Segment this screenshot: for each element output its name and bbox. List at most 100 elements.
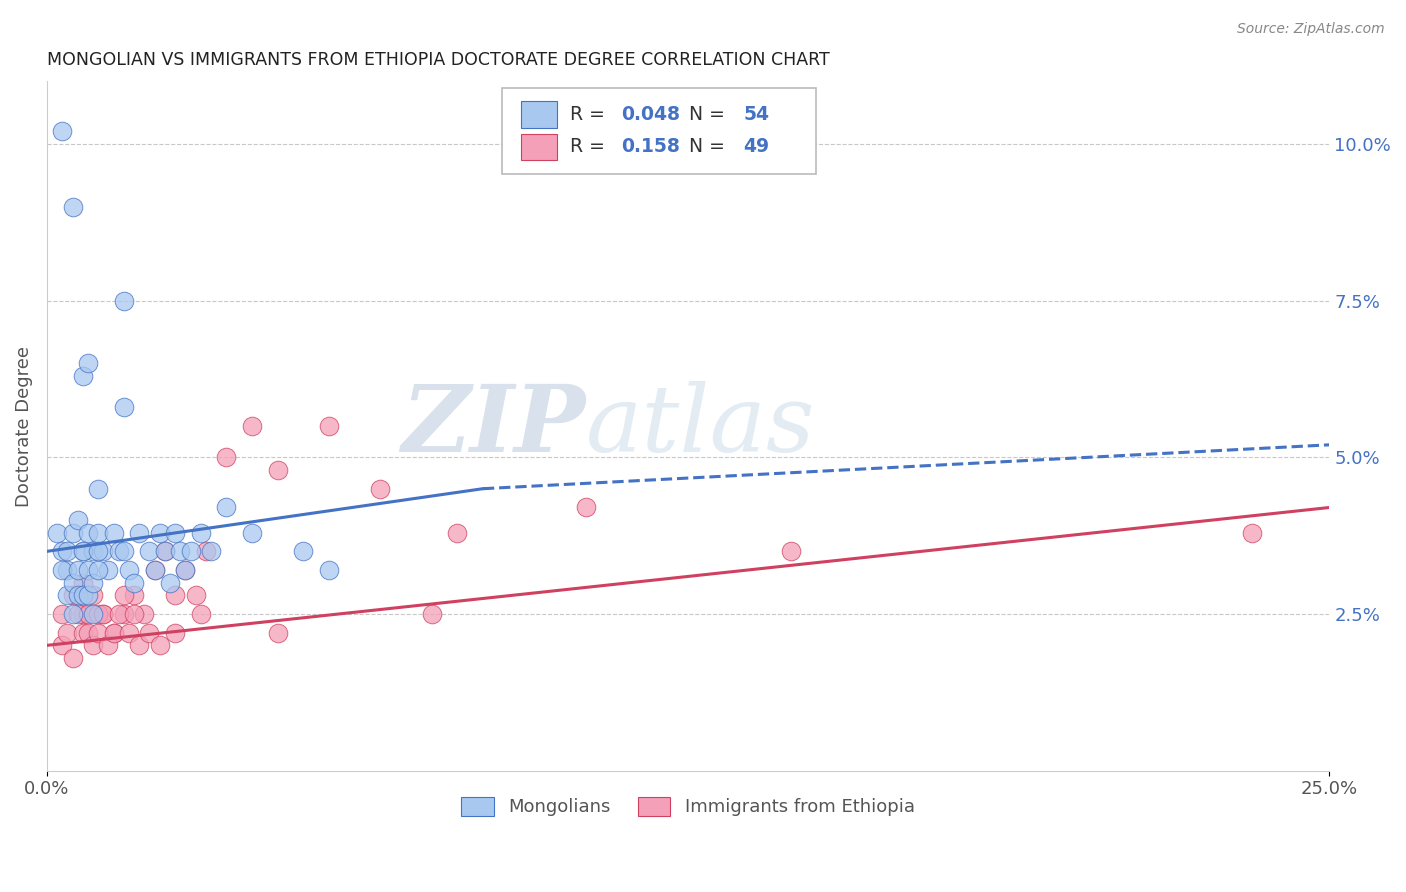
Point bbox=[118, 625, 141, 640]
Point bbox=[56, 544, 79, 558]
Point bbox=[174, 563, 197, 577]
Point bbox=[87, 607, 110, 621]
Point bbox=[370, 482, 392, 496]
Point bbox=[51, 607, 73, 621]
Point bbox=[77, 563, 100, 577]
Point bbox=[112, 401, 135, 415]
Point bbox=[56, 563, 79, 577]
Point bbox=[169, 544, 191, 558]
Point bbox=[77, 588, 100, 602]
Point bbox=[77, 607, 100, 621]
Point bbox=[292, 544, 315, 558]
Point bbox=[134, 607, 156, 621]
Point bbox=[72, 575, 94, 590]
Point bbox=[267, 463, 290, 477]
Point bbox=[215, 450, 238, 465]
Text: atlas: atlas bbox=[585, 381, 815, 471]
Text: 49: 49 bbox=[744, 137, 769, 156]
Point bbox=[77, 525, 100, 540]
Point bbox=[82, 588, 104, 602]
Point bbox=[56, 625, 79, 640]
Point bbox=[51, 563, 73, 577]
Point bbox=[97, 563, 120, 577]
Point bbox=[91, 607, 114, 621]
Point bbox=[180, 544, 202, 558]
Point bbox=[138, 544, 160, 558]
Point bbox=[62, 575, 84, 590]
Point bbox=[267, 625, 290, 640]
Point bbox=[574, 500, 596, 515]
Point bbox=[87, 544, 110, 558]
Point bbox=[112, 293, 135, 308]
Text: Source: ZipAtlas.com: Source: ZipAtlas.com bbox=[1237, 22, 1385, 37]
Point bbox=[318, 419, 340, 434]
Point bbox=[72, 588, 94, 602]
Text: R =: R = bbox=[571, 137, 617, 156]
Point bbox=[72, 544, 94, 558]
Point bbox=[143, 563, 166, 577]
Point bbox=[190, 607, 212, 621]
Point bbox=[165, 525, 187, 540]
Text: 0.158: 0.158 bbox=[621, 137, 681, 156]
Point bbox=[122, 575, 145, 590]
Point bbox=[149, 525, 172, 540]
Point bbox=[77, 625, 100, 640]
Point bbox=[128, 638, 150, 652]
Point bbox=[62, 200, 84, 214]
Point bbox=[112, 607, 135, 621]
Point bbox=[159, 575, 181, 590]
Point bbox=[153, 544, 176, 558]
Point bbox=[77, 356, 100, 370]
Y-axis label: Doctorate Degree: Doctorate Degree bbox=[15, 345, 32, 507]
Point bbox=[82, 544, 104, 558]
Point bbox=[82, 575, 104, 590]
Point bbox=[66, 588, 89, 602]
Point bbox=[51, 124, 73, 138]
Point bbox=[62, 607, 84, 621]
Point bbox=[46, 525, 69, 540]
Point bbox=[51, 544, 73, 558]
Point bbox=[62, 651, 84, 665]
Point bbox=[200, 544, 222, 558]
Point bbox=[103, 625, 125, 640]
Point bbox=[107, 544, 129, 558]
Point bbox=[103, 625, 125, 640]
Point bbox=[62, 588, 84, 602]
Point bbox=[118, 563, 141, 577]
Point bbox=[122, 607, 145, 621]
Point bbox=[66, 563, 89, 577]
Point bbox=[318, 563, 340, 577]
Text: N =: N = bbox=[676, 137, 731, 156]
Point bbox=[91, 544, 114, 558]
Point bbox=[62, 525, 84, 540]
Text: N =: N = bbox=[676, 105, 731, 124]
FancyBboxPatch shape bbox=[522, 134, 557, 160]
FancyBboxPatch shape bbox=[522, 102, 557, 128]
Point bbox=[51, 638, 73, 652]
Point bbox=[184, 588, 207, 602]
Point bbox=[240, 419, 263, 434]
Point bbox=[103, 525, 125, 540]
Point bbox=[122, 588, 145, 602]
Point bbox=[112, 544, 135, 558]
Point bbox=[107, 607, 129, 621]
Point bbox=[87, 525, 110, 540]
Point bbox=[87, 625, 110, 640]
Point bbox=[128, 525, 150, 540]
Point bbox=[82, 607, 104, 621]
Point bbox=[138, 625, 160, 640]
Point bbox=[56, 588, 79, 602]
Point bbox=[66, 513, 89, 527]
Point bbox=[194, 544, 217, 558]
Point bbox=[153, 544, 176, 558]
Point bbox=[446, 525, 468, 540]
Point bbox=[215, 500, 238, 515]
Point bbox=[190, 525, 212, 540]
Point bbox=[66, 607, 89, 621]
Point bbox=[240, 525, 263, 540]
Point bbox=[779, 544, 801, 558]
FancyBboxPatch shape bbox=[502, 88, 817, 175]
Point bbox=[91, 607, 114, 621]
Point bbox=[87, 563, 110, 577]
Point bbox=[87, 482, 110, 496]
